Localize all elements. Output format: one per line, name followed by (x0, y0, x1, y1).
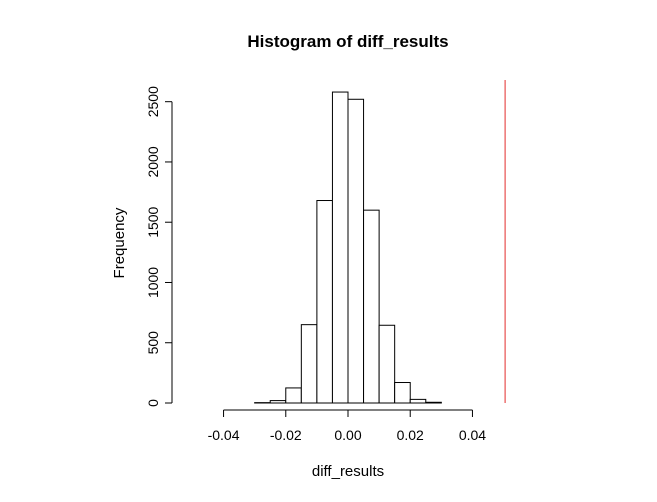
x-tick-label: 0.00 (334, 427, 361, 443)
histogram-bar-4 (316, 200, 333, 404)
histogram-bar-2 (285, 387, 302, 404)
y-tick-label: 500 (145, 331, 161, 355)
histogram-bar-5 (331, 91, 349, 404)
histogram-bar-7 (363, 209, 380, 404)
histogram-bar-11 (425, 401, 442, 404)
y-tick-label: 2000 (145, 146, 161, 177)
y-tick-label: 1000 (145, 267, 161, 298)
histogram-bar-6 (347, 98, 365, 404)
y-tick-label: 0 (145, 399, 161, 407)
histogram-bar-10 (409, 398, 427, 404)
x-tick-label: -0.02 (270, 427, 302, 443)
x-tick-label: 0.02 (397, 427, 424, 443)
y-tick-label: 1500 (145, 206, 161, 237)
histogram-bars (254, 91, 442, 404)
y-axis-label: Frequency (111, 207, 128, 278)
histogram-bar-3 (300, 324, 318, 404)
histogram-bar-9 (394, 382, 411, 404)
y-tick-label: 2500 (145, 86, 161, 117)
y-axis: 0 500 1000 1500 2000 2500 (145, 86, 173, 407)
x-tick-label: 0.04 (459, 427, 486, 443)
x-axis-label: diff_results (312, 463, 384, 480)
histogram-bar-1 (269, 400, 287, 404)
chart-title: Histogram of diff_results (247, 32, 448, 51)
x-axis: -0.04 -0.02 0.00 0.02 0.04 (208, 409, 486, 443)
histogram-bar-8 (378, 324, 396, 404)
x-tick-label: -0.04 (208, 427, 240, 443)
